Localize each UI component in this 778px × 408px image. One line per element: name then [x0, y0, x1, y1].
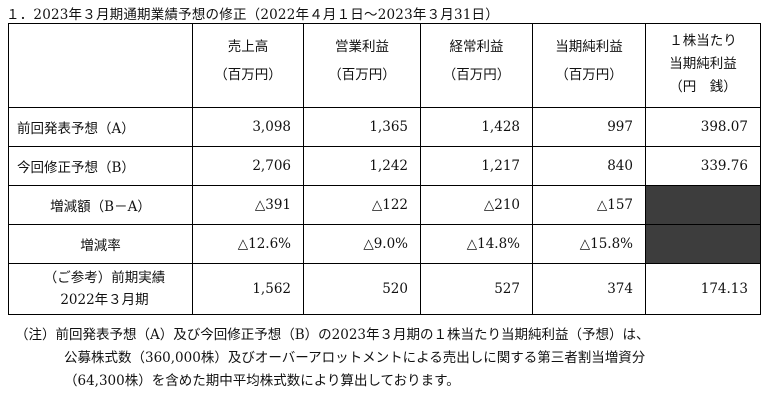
- table-row-change-rate: 増減率 △12.6% △9.0% △14.8% △15.8%: [8, 224, 761, 264]
- cell-eps-shaded: [645, 224, 761, 264]
- col-header-net-income: 当期純利益 （百万円）: [532, 23, 646, 108]
- cell-operating-income: △122: [303, 185, 421, 225]
- cell-sales: 2,706: [192, 146, 304, 186]
- cell-operating-income: △9.0%: [303, 224, 421, 264]
- cell-net-income: △157: [532, 185, 646, 225]
- cell-ordinary-income: 1,217: [420, 146, 533, 186]
- table-row-revised-forecast: 今回修正予想（B） 2,706 1,242 1,217 840 339.76: [8, 146, 761, 186]
- forecast-table: 売上高 （百万円） 営業利益 （百万円） 経常利益 （百万円） 当期純利益 （百…: [8, 23, 761, 315]
- cell-eps: 174.13: [645, 263, 761, 315]
- cell-sales: △12.6%: [192, 224, 304, 264]
- col-header-unit: （百万円）: [214, 67, 282, 83]
- footnote-line: 公募株式数（360,000株）及びオーバーアロットメントによる売出しに関する第三…: [64, 350, 646, 366]
- row-label: 増減率: [8, 224, 193, 264]
- cell-operating-income: 520: [303, 263, 421, 315]
- col-header-unit: （百万円）: [555, 67, 623, 83]
- cell-operating-income: 1,242: [303, 146, 421, 186]
- row-label: （ご参考）前期実績 2022年３月期: [8, 263, 193, 315]
- cell-eps-shaded: [645, 185, 761, 225]
- cell-net-income: △15.8%: [532, 224, 646, 264]
- col-header-label-line2: 当期純利益: [669, 56, 737, 72]
- table-row-change-amount: 増減額（B－A） △391 △122 △210 △157: [8, 185, 761, 225]
- cell-eps: 398.07: [645, 107, 761, 147]
- col-header-unit: （百万円）: [442, 67, 511, 83]
- row-label-line2: 2022年３月期: [60, 292, 149, 308]
- table-row-prior-year-results: （ご参考）前期実績 2022年３月期 1,562 520 527 374 174…: [8, 263, 761, 315]
- cell-net-income: 374: [532, 263, 646, 315]
- footnote-line: （64,300株）を含めた期中平均株式数により算出しております。: [64, 373, 460, 389]
- section-heading: １．2023年３月期通期業績予想の修正（2022年４月１日～2023年３月31日…: [6, 7, 499, 23]
- cell-ordinary-income: 1,428: [420, 107, 533, 147]
- col-header-eps: １株当たり 当期純利益 （円 銭）: [645, 23, 761, 108]
- cell-ordinary-income: △14.8%: [420, 224, 533, 264]
- col-header-unit: （円 銭）: [669, 79, 737, 95]
- cell-ordinary-income: 527: [420, 263, 533, 315]
- cell-operating-income: 1,365: [303, 107, 421, 147]
- row-label-line1: （ご参考）前期実績: [43, 270, 166, 286]
- footnote-line: （注）前回発表予想（A）及び今回修正予想（B）の2023年３月期の１株当たり当期…: [15, 327, 650, 343]
- cell-sales: 1,562: [192, 263, 304, 315]
- col-header-sales: 売上高 （百万円）: [192, 23, 304, 108]
- cell-net-income: 840: [532, 146, 646, 186]
- col-header-label: 経常利益: [449, 39, 504, 55]
- col-header-label-line1: １株当たり: [669, 33, 737, 49]
- row-label: 増減額（B－A）: [8, 185, 193, 225]
- col-header-label: 売上高: [227, 39, 269, 55]
- footnote: （注）前回発表予想（A）及び今回修正予想（B）の2023年３月期の１株当たり当期…: [15, 324, 650, 393]
- col-header-ordinary-income: 経常利益 （百万円）: [420, 23, 533, 108]
- col-header-label: 当期純利益: [555, 39, 623, 55]
- row-label: 今回修正予想（B）: [8, 146, 193, 186]
- row-label: 前回発表予想（A）: [8, 107, 193, 147]
- cell-sales: △391: [192, 185, 304, 225]
- corner-cell: [8, 23, 193, 108]
- col-header-label: 営業利益: [335, 39, 389, 55]
- col-header-operating-income: 営業利益 （百万円）: [303, 23, 421, 108]
- cell-net-income: 997: [532, 107, 646, 147]
- table-row-previous-forecast: 前回発表予想（A） 3,098 1,365 1,428 997 398.07: [8, 107, 761, 147]
- cell-sales: 3,098: [192, 107, 304, 147]
- table-header-row: 売上高 （百万円） 営業利益 （百万円） 経常利益 （百万円） 当期純利益 （百…: [8, 23, 761, 108]
- cell-ordinary-income: △210: [420, 185, 533, 225]
- col-header-unit: （百万円）: [328, 67, 396, 83]
- cell-eps: 339.76: [645, 146, 761, 186]
